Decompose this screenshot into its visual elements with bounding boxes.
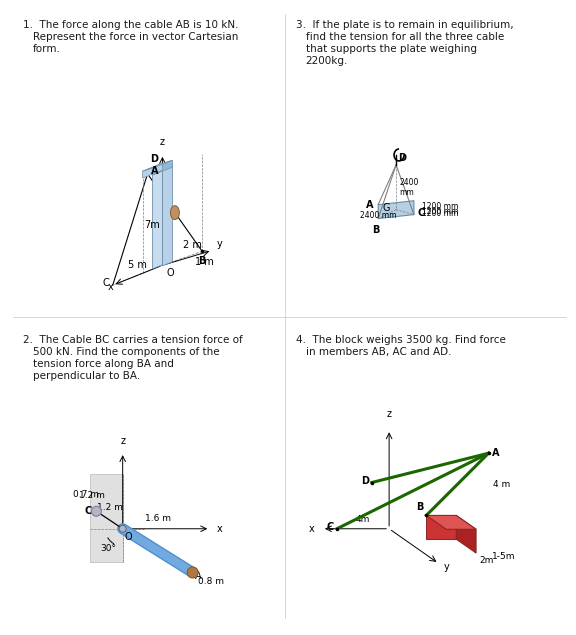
Text: 2m: 2m	[479, 556, 494, 565]
Text: A: A	[366, 199, 373, 210]
Text: A: A	[195, 570, 201, 580]
Text: Represent the force in vector Cartesian: Represent the force in vector Cartesian	[33, 32, 238, 42]
Text: in members AB, AC and AD.: in members AB, AC and AD.	[306, 347, 451, 357]
Polygon shape	[153, 160, 172, 175]
Text: that supports the plate weighing: that supports the plate weighing	[306, 44, 476, 53]
Text: 500 kN. Find the components of the: 500 kN. Find the components of the	[33, 347, 220, 357]
Polygon shape	[456, 516, 476, 553]
Text: 1.6 m: 1.6 m	[145, 514, 170, 523]
Polygon shape	[142, 163, 162, 178]
Text: perpendicular to BA.: perpendicular to BA.	[33, 371, 141, 381]
Polygon shape	[153, 168, 162, 269]
Text: 1 m: 1 m	[195, 257, 214, 267]
Text: x: x	[309, 524, 314, 534]
Text: 1.2 m: 1.2 m	[97, 503, 123, 512]
Text: z: z	[160, 137, 165, 147]
Text: B: B	[199, 257, 206, 266]
Text: find the tension for all the three cable: find the tension for all the three cable	[306, 32, 504, 42]
Text: z: z	[120, 436, 125, 446]
Text: 5 m: 5 m	[128, 260, 147, 271]
Ellipse shape	[170, 206, 179, 220]
Text: C: C	[102, 278, 109, 288]
Polygon shape	[142, 160, 172, 171]
Text: 1200 mm: 1200 mm	[422, 209, 458, 218]
Text: B: B	[416, 502, 423, 512]
Text: O: O	[166, 269, 174, 278]
Polygon shape	[90, 474, 123, 561]
Text: z: z	[386, 410, 392, 419]
Polygon shape	[153, 164, 172, 171]
Text: 1-5m: 1-5m	[491, 552, 515, 561]
Text: 2400 mm: 2400 mm	[360, 211, 396, 220]
Circle shape	[119, 525, 126, 532]
Polygon shape	[426, 516, 456, 539]
Circle shape	[92, 506, 101, 516]
Text: A: A	[150, 166, 158, 176]
Text: 2.  The Cable BC carries a tension force of: 2. The Cable BC carries a tension force …	[23, 335, 243, 345]
Text: G: G	[382, 203, 390, 213]
Text: 30°: 30°	[101, 544, 117, 552]
Text: x: x	[108, 282, 113, 292]
Polygon shape	[378, 201, 414, 218]
Text: D: D	[150, 154, 158, 164]
Text: y: y	[146, 538, 152, 549]
Text: form.: form.	[33, 44, 61, 53]
Text: D: D	[361, 476, 369, 486]
Text: B: B	[373, 225, 380, 234]
Text: 2 m: 2 m	[183, 241, 202, 250]
Text: C: C	[327, 522, 334, 531]
Text: tension force along BA and: tension force along BA and	[33, 359, 174, 369]
Text: O: O	[124, 531, 132, 542]
Text: A: A	[491, 448, 499, 458]
Text: 7m: 7m	[145, 220, 160, 229]
Text: y: y	[444, 562, 449, 572]
Polygon shape	[426, 516, 476, 529]
Text: 4m: 4m	[356, 515, 370, 524]
Text: 2400
mm: 2400 mm	[399, 178, 418, 197]
Text: 1.  The force along the cable AB is 10 kN.: 1. The force along the cable AB is 10 kN…	[23, 20, 239, 30]
Text: 1.2 m: 1.2 m	[79, 491, 105, 500]
Text: 4.  The block weighs 3500 kg. Find force: 4. The block weighs 3500 kg. Find force	[295, 335, 506, 345]
Text: 4 m: 4 m	[494, 480, 511, 489]
Text: x: x	[217, 524, 222, 534]
Text: y: y	[217, 239, 223, 249]
Text: 1200 mm: 1200 mm	[422, 202, 458, 211]
Text: 2200kg.: 2200kg.	[306, 55, 348, 65]
Circle shape	[187, 567, 198, 578]
Text: D: D	[398, 153, 406, 163]
Polygon shape	[162, 164, 172, 266]
Text: 3.  If the plate is to remain in equilibrium,: 3. If the plate is to remain in equilibr…	[295, 20, 513, 30]
Text: C: C	[84, 506, 92, 516]
Text: 1200 mm: 1200 mm	[422, 207, 458, 216]
Text: 0.7 m: 0.7 m	[74, 490, 100, 499]
Text: 0.8 m: 0.8 m	[198, 577, 223, 587]
Text: C: C	[418, 208, 425, 218]
